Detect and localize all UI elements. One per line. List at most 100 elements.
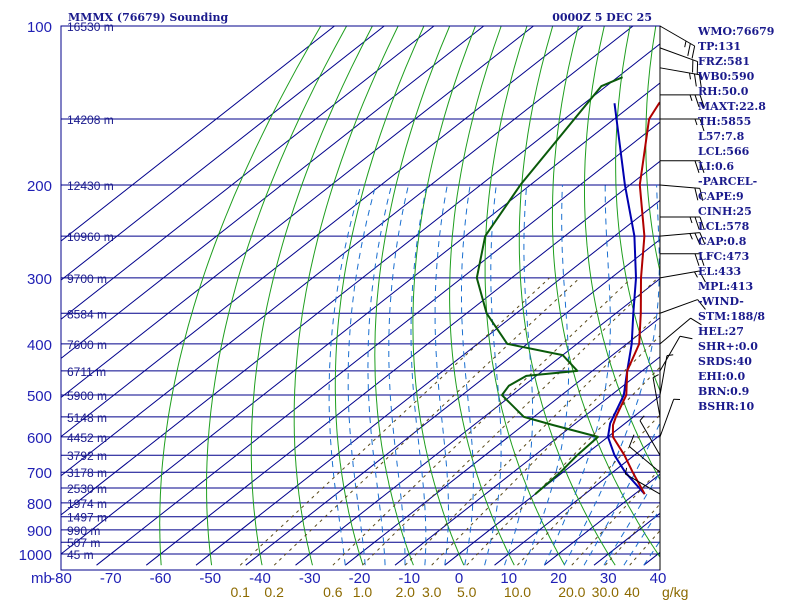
height-label: 6711 m — [67, 365, 106, 379]
temperature-tick-label: 30 — [600, 570, 617, 587]
wind-barb-flag — [697, 299, 706, 310]
wind-barb — [659, 47, 699, 75]
moist-adiabat — [328, 184, 362, 566]
grid-background — [61, 25, 800, 566]
wind-barb-staff — [639, 420, 661, 456]
sounding-index: LFC:473 — [698, 250, 749, 263]
dry-adiabat — [334, 26, 425, 566]
wind-barb-flag — [699, 253, 705, 266]
pressure-tick-label: 100 — [27, 19, 52, 36]
mixing-ratio-line — [362, 277, 659, 566]
sounding-index: SHR+:0.0 — [698, 340, 758, 353]
wind-barb-half-flag — [624, 467, 628, 475]
pressure-tick-label: 600 — [27, 430, 52, 447]
dry-adiabat — [518, 26, 616, 566]
mixing-ratio-label: 20.0 — [558, 584, 585, 600]
moist-adiabat — [543, 184, 611, 566]
dry-adiabat — [785, 26, 800, 565]
dry-adiabat — [551, 26, 660, 558]
temperature-tick-label: -80 — [50, 570, 72, 587]
isotherm--110 — [61, 26, 584, 438]
dry-adiabat — [484, 26, 566, 566]
height-labels: 16530 m 14208 m 12430 m 10960 m 9700 m 8584 m… — [67, 20, 114, 562]
dewpoint-trace — [475, 76, 623, 495]
isotherm-30 — [593, 512, 660, 566]
wind-barb — [628, 434, 661, 473]
wind-barb-half-flag — [694, 118, 698, 126]
mixing-ratio-line — [466, 366, 660, 566]
height-label: 3178 m — [67, 466, 107, 480]
sounding-index: -WIND- — [698, 295, 744, 308]
pressure-tick-label: 900 — [27, 523, 52, 540]
wind-barb-staff — [659, 336, 681, 372]
height-label: 5148 m — [67, 411, 107, 425]
dry-adiabat — [206, 26, 348, 566]
wind-barb-half-flag — [639, 415, 645, 421]
temperature-tick-label: 40 — [650, 570, 667, 587]
isotherm-20 — [543, 473, 660, 566]
wind-barb-staff — [625, 473, 661, 495]
sounding-profiles — [475, 76, 660, 495]
wind-barb-flag — [690, 317, 702, 326]
wind-barb-staff — [652, 377, 661, 417]
height-label: 12430 m — [67, 179, 114, 193]
pressure-tick-labels: 100 200 300 400 500 600 700 800 900 1000 mb — [19, 19, 52, 587]
temperature-tick-label: -50 — [199, 570, 221, 587]
wind-barb-flag — [687, 43, 691, 56]
mixing-ratio-label: 0.2 — [264, 584, 284, 600]
wind-barb — [660, 253, 705, 266]
temperature-tick-label: 10 — [500, 570, 517, 587]
wind-barb-flag — [628, 434, 635, 447]
pressure-tick-label: 300 — [27, 271, 52, 288]
dry-adiabat — [412, 26, 476, 566]
mixing-ratio-line — [273, 277, 581, 566]
wind-barb-flag — [699, 188, 704, 201]
mixing-ratio-unit: g/kg — [662, 584, 688, 600]
wind-barb — [659, 232, 706, 245]
height-label: 45 m — [67, 548, 94, 562]
moist-adiabat — [583, 421, 660, 566]
sounding-index: LCL:566 — [698, 145, 750, 158]
wind-barb — [660, 216, 705, 230]
isotherm--100 — [61, 26, 634, 477]
mixing-ratio-line — [332, 277, 633, 566]
moist-adiabat — [367, 184, 393, 566]
temperature-tick-label: -20 — [349, 570, 371, 587]
mixing-ratio-label: 5.0 — [457, 584, 477, 600]
wind-barb-staff — [659, 399, 675, 438]
sounding-index: TH:5855 — [698, 115, 751, 128]
height-label: 7600 m — [67, 338, 107, 352]
wind-barb-flag — [699, 216, 705, 230]
wind-barb-staff — [629, 446, 661, 473]
dry-adiabat — [159, 26, 322, 566]
height-label: 8584 m — [67, 307, 107, 321]
wind-barb — [659, 317, 702, 345]
moist-adiabat — [461, 184, 474, 566]
wind-barb — [659, 354, 674, 396]
sounding-index: FRZ:581 — [698, 55, 750, 68]
wind-barb-flag — [699, 118, 705, 132]
dry-adiabat — [615, 26, 660, 392]
wind-barb-half-flag — [652, 374, 659, 378]
mixing-ratio-label: 40 — [624, 584, 640, 600]
sounding-index: EHI:0.0 — [698, 370, 745, 383]
temperature-tick-label: 20 — [550, 570, 567, 587]
wind-barb-flag — [694, 94, 700, 107]
temperature-trace — [611, 101, 660, 495]
dry-adiabat — [293, 26, 399, 566]
pressure-tick-label: 800 — [27, 496, 52, 513]
isotherm--60 — [145, 160, 660, 566]
dry-adiabat-lines — [159, 26, 800, 566]
height-label: 507 m — [67, 536, 100, 550]
wind-barb-flag — [694, 253, 700, 266]
sounding-index: RH:50.0 — [698, 85, 749, 98]
sounding-index: -PARCEL- — [698, 175, 757, 188]
wind-barb-flag — [694, 232, 701, 245]
wind-barb-flag — [699, 232, 706, 245]
pressure-tick-label: 700 — [27, 465, 52, 482]
isotherm--20 — [344, 317, 660, 566]
pressure-tick-label: 1000 — [19, 547, 52, 564]
wind-barb-staff — [659, 67, 700, 76]
mixing-ratio-label: 0.6 — [323, 584, 343, 600]
pressure-tick-label: 200 — [27, 178, 52, 195]
